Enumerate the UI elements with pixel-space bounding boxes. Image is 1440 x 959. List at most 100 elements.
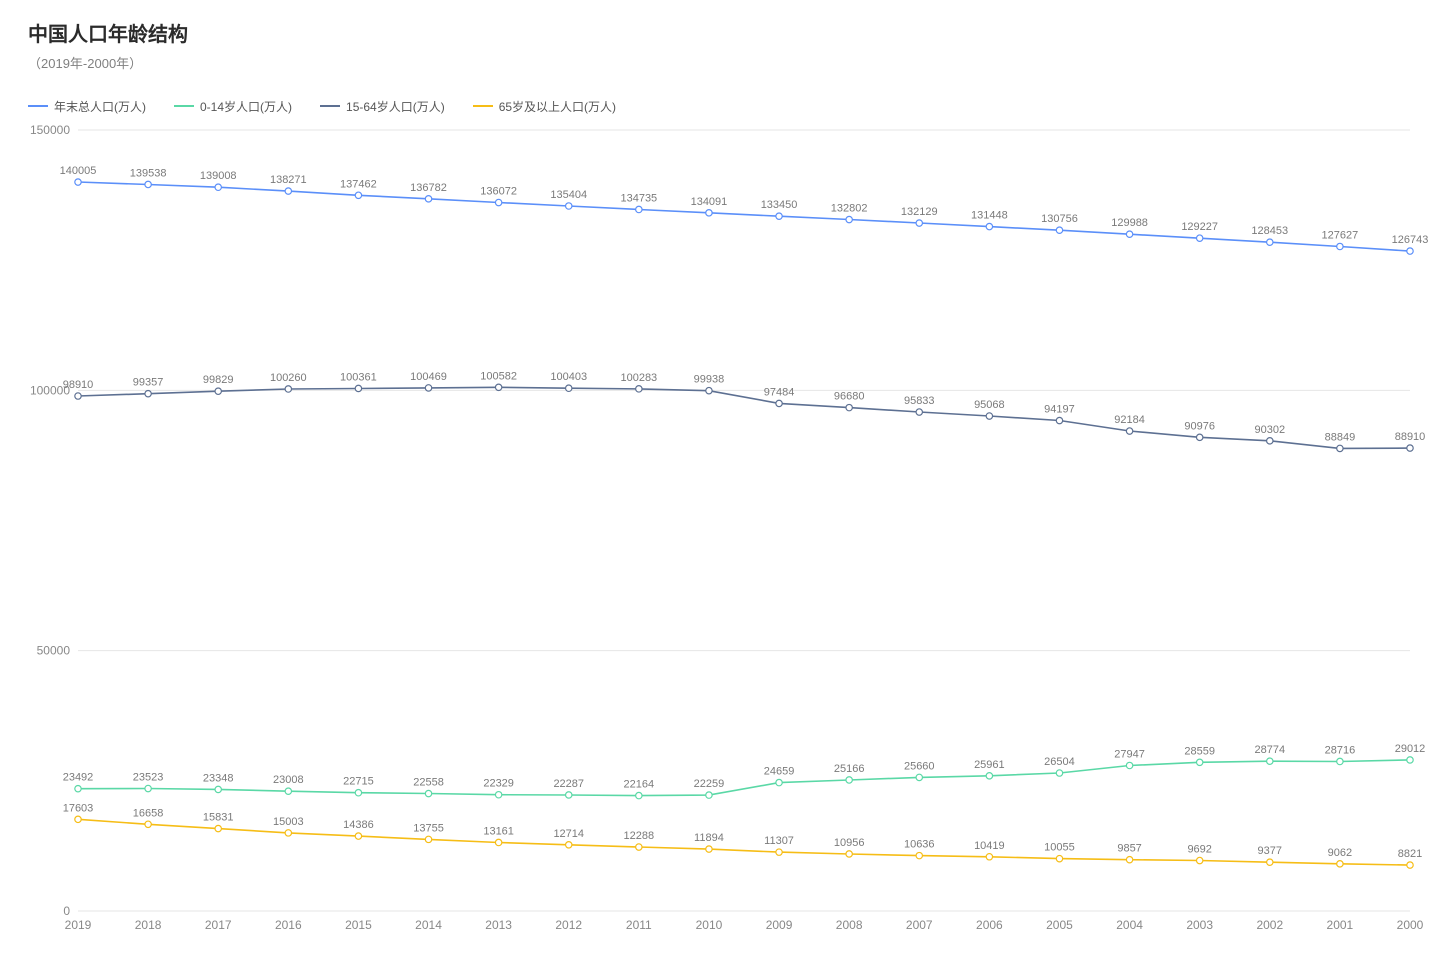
series-point[interactable] [75,179,81,185]
chart-subtitle: （2019年-2000年） [28,53,1412,72]
series-point[interactable] [846,216,852,222]
series-point[interactable] [916,409,922,415]
point-label: 24659 [764,766,795,778]
x-axis-label: 2009 [766,918,793,932]
series-point[interactable] [916,220,922,226]
series-point[interactable] [145,821,151,827]
series-point[interactable] [1056,770,1062,776]
series-point[interactable] [566,792,572,798]
series-point[interactable] [495,839,501,845]
series-point[interactable] [776,213,782,219]
series-point[interactable] [706,792,712,798]
point-label: 12714 [553,828,584,840]
series-point[interactable] [1337,861,1343,867]
series-point[interactable] [636,844,642,850]
series-point[interactable] [145,390,151,396]
series-point[interactable] [636,386,642,392]
point-label: 138271 [270,174,307,186]
series-point[interactable] [1056,855,1062,861]
series-point[interactable] [706,210,712,216]
series-point[interactable] [1126,231,1132,237]
series-point[interactable] [1407,862,1413,868]
point-label: 140005 [60,165,97,177]
point-label: 15831 [203,812,234,824]
series-point[interactable] [1196,759,1202,765]
series-point[interactable] [916,774,922,780]
series-point[interactable] [215,825,221,831]
series-point[interactable] [1126,762,1132,768]
series-point[interactable] [285,830,291,836]
series-point[interactable] [1337,243,1343,249]
point-label: 14386 [343,819,374,831]
series-point[interactable] [495,792,501,798]
series-point[interactable] [495,384,501,390]
point-label: 99357 [133,377,164,389]
series-point[interactable] [846,777,852,783]
series-point[interactable] [1126,856,1132,862]
series-point[interactable] [355,192,361,198]
series-point[interactable] [355,385,361,391]
series-point[interactable] [215,388,221,394]
series-point[interactable] [285,386,291,392]
legend-item-2[interactable]: 15-64岁人口(万人) [320,98,445,115]
series-line-2 [78,387,1410,448]
series-point[interactable] [425,790,431,796]
series-point[interactable] [636,206,642,212]
series-point[interactable] [1337,445,1343,451]
point-label: 22715 [343,776,374,788]
series-point[interactable] [706,846,712,852]
series-point[interactable] [986,773,992,779]
series-point[interactable] [425,196,431,202]
series-point[interactable] [425,836,431,842]
series-point[interactable] [425,385,431,391]
series-point[interactable] [566,842,572,848]
series-point[interactable] [566,385,572,391]
series-point[interactable] [1196,434,1202,440]
series-point[interactable] [846,404,852,410]
point-label: 98910 [63,379,94,391]
series-point[interactable] [1407,757,1413,763]
series-point[interactable] [355,790,361,796]
series-point[interactable] [75,785,81,791]
series-point[interactable] [986,223,992,229]
legend-item-0[interactable]: 年末总人口(万人) [28,98,146,115]
series-point[interactable] [285,788,291,794]
series-point[interactable] [1196,857,1202,863]
series-point[interactable] [986,413,992,419]
series-point[interactable] [1407,248,1413,254]
series-point[interactable] [75,393,81,399]
series-point[interactable] [215,786,221,792]
series-point[interactable] [1407,445,1413,451]
x-axis-label: 2002 [1256,918,1283,932]
series-point[interactable] [1126,428,1132,434]
series-point[interactable] [145,785,151,791]
series-point[interactable] [355,833,361,839]
series-point[interactable] [75,816,81,822]
series-point[interactable] [776,849,782,855]
series-point[interactable] [145,181,151,187]
series-point[interactable] [1267,758,1273,764]
series-point[interactable] [846,851,852,857]
series-point[interactable] [1267,438,1273,444]
series-point[interactable] [986,854,992,860]
series-point[interactable] [706,387,712,393]
series-point[interactable] [776,400,782,406]
point-label: 25961 [974,759,1005,771]
series-point[interactable] [1267,239,1273,245]
legend-item-3[interactable]: 65岁及以上人口(万人) [473,98,616,115]
series-point[interactable] [285,188,291,194]
series-point[interactable] [566,203,572,209]
series-point[interactable] [1196,235,1202,241]
legend-item-1[interactable]: 0-14岁人口(万人) [174,98,292,115]
series-point[interactable] [1056,227,1062,233]
series-point[interactable] [776,779,782,785]
series-point[interactable] [495,199,501,205]
series-point[interactable] [1337,758,1343,764]
series-point[interactable] [916,852,922,858]
series-point[interactable] [1267,859,1273,865]
series-point[interactable] [636,792,642,798]
series-point[interactable] [215,184,221,190]
point-label: 28774 [1254,744,1285,756]
series-point[interactable] [1056,417,1062,423]
point-label: 23348 [203,772,234,784]
